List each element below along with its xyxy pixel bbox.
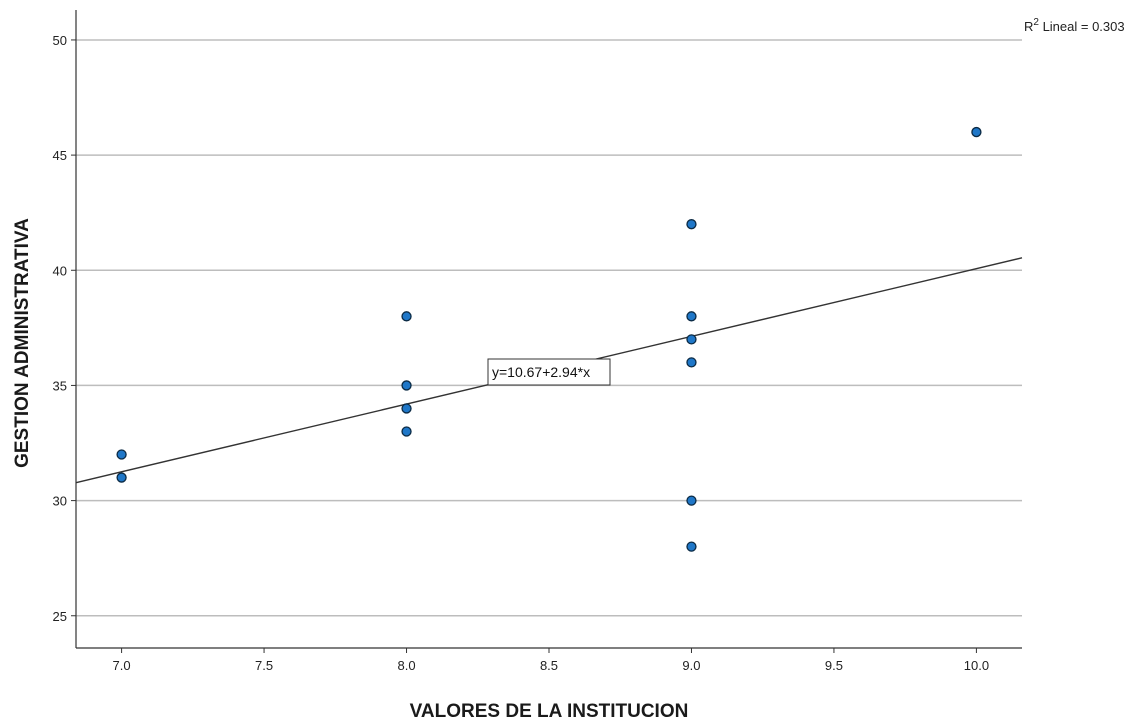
x-tick-label: 9.5	[825, 658, 843, 673]
y-tick-label: 30	[53, 494, 67, 509]
x-axis-title: VALORES DE LA INSTITUCION	[410, 701, 689, 722]
x-tick-label: 10.0	[964, 658, 989, 673]
x-tick-label: 7.0	[113, 658, 131, 673]
gridlines	[76, 39, 1022, 617]
fit-equation-label: y=10.67+2.94*x	[492, 364, 590, 380]
y-tick-labels: 25 30 35 40 45 50	[53, 33, 76, 624]
data-point	[686, 334, 697, 345]
data-point	[116, 449, 127, 460]
y-tick-label: 45	[53, 148, 67, 163]
y-tick-label: 50	[53, 33, 67, 48]
data-point	[971, 126, 982, 138]
data-point	[401, 311, 412, 322]
data-point	[686, 541, 697, 552]
y-tick-label: 35	[53, 378, 67, 393]
x-tick-label: 7.5	[255, 658, 273, 673]
r-squared-label: R2 Lineal = 0.303	[1024, 17, 1125, 34]
data-point	[116, 472, 127, 483]
x-tick-label: 8.0	[397, 658, 415, 673]
data-point	[686, 311, 697, 322]
fit-label-box: y=10.67+2.94*x	[487, 358, 611, 386]
y-tick-label: 25	[53, 609, 67, 624]
data-points	[116, 126, 982, 552]
data-point	[686, 219, 697, 230]
x-tick-label: 8.5	[540, 658, 558, 673]
y-axis-title: GESTION ADMINISTRATIVA	[12, 218, 33, 468]
data-point	[401, 380, 412, 391]
x-tick-label: 9.0	[682, 658, 700, 673]
data-point	[401, 403, 412, 414]
x-tick-labels: 7.0 7.5 8.0 8.5 9.0 9.5 10.0	[113, 648, 989, 673]
data-point	[686, 495, 697, 506]
axes	[75, 10, 1022, 649]
data-point	[686, 357, 697, 368]
data-point	[401, 426, 412, 437]
y-tick-label: 40	[53, 263, 67, 278]
